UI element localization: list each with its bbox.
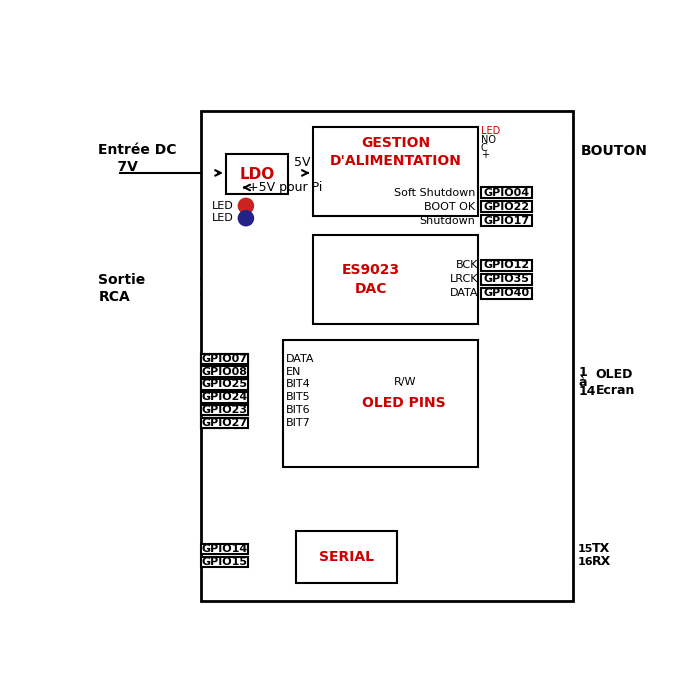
Text: GPIO04: GPIO04 [484,188,530,197]
Text: LDO: LDO [239,167,274,182]
Bar [202,392,248,402]
Text: LED: LED [212,214,234,223]
Text: DATA: DATA [286,354,314,363]
Bar [202,418,248,428]
Text: GPIO25: GPIO25 [202,379,248,389]
Text: GPIO15: GPIO15 [202,556,248,567]
Text: C: C [481,143,488,153]
Bar [481,260,533,271]
Text: R/W: R/W [394,377,416,387]
Text: OLED PINS: OLED PINS [362,396,446,410]
Text: GPIO08: GPIO08 [202,367,248,377]
Text: GPIO27: GPIO27 [202,419,248,428]
Bar [202,405,248,416]
Text: à: à [578,376,587,389]
Text: +5V pour Pi: +5V pour Pi [248,181,322,194]
Text: ES9023
DAC: ES9023 DAC [342,263,400,295]
Bar [202,556,248,567]
Bar [202,392,248,402]
Text: GPIO27: GPIO27 [202,419,248,428]
Text: TX: TX [592,542,610,555]
Text: EN: EN [286,367,301,377]
Text: GPIO22: GPIO22 [484,202,530,211]
Bar [202,544,248,554]
Text: GPIO23: GPIO23 [202,405,248,415]
Text: NO: NO [481,135,496,146]
Bar [202,366,248,377]
Text: 15: 15 [578,544,593,554]
Text: GPIO07: GPIO07 [202,354,248,363]
Text: BIT4: BIT4 [286,379,310,389]
Bar [481,187,533,198]
Bar [283,340,478,467]
Text: BOOT OK: BOOT OK [424,202,475,211]
Bar [481,215,533,226]
Text: BIT6: BIT6 [286,405,310,415]
Text: GPIO40: GPIO40 [484,288,530,298]
Bar [202,418,248,428]
Bar [202,366,248,377]
Bar [226,154,288,195]
Text: 16: 16 [578,556,593,567]
Bar [202,379,248,390]
Text: RX: RX [592,555,611,568]
Text: GPIO08: GPIO08 [202,367,248,377]
Text: GPIO25: GPIO25 [202,379,248,389]
Bar [481,201,533,212]
Text: BIT5: BIT5 [286,393,310,402]
Text: +: + [481,150,489,160]
Text: 14: 14 [578,385,596,398]
Bar [313,235,478,324]
Text: LED: LED [481,126,500,136]
Text: GESTION
D'ALIMENTATION: GESTION D'ALIMENTATION [330,136,461,168]
Bar [202,111,573,601]
Text: Shutdown: Shutdown [419,216,475,225]
Text: BOUTON: BOUTON [581,144,648,158]
Text: GPIO07: GPIO07 [202,354,248,363]
Bar [202,405,248,416]
Text: GPIO17: GPIO17 [484,216,530,225]
Text: Sortie
RCA: Sortie RCA [98,273,146,304]
Bar [202,379,248,390]
Bar [296,531,397,582]
Text: 5V: 5V [293,155,310,169]
Bar [202,354,248,364]
Text: BIT7: BIT7 [286,419,310,428]
Text: GPIO24: GPIO24 [202,393,248,402]
Bar [481,288,533,299]
Bar [202,354,248,364]
Circle shape [238,198,253,214]
Text: 1: 1 [578,366,587,379]
Text: SERIAL: SERIAL [319,550,374,564]
Text: GPIO12: GPIO12 [484,260,530,270]
Text: GPIO23: GPIO23 [202,405,248,415]
Text: Entrée DC
    7V: Entrée DC 7V [98,143,177,174]
Bar [481,274,533,285]
Text: OLED
Ecran: OLED Ecran [596,368,635,397]
Text: LRCK: LRCK [449,274,478,284]
Text: BCK: BCK [456,260,478,270]
Circle shape [238,211,253,226]
Text: GPIO14: GPIO14 [202,544,248,554]
Text: DATA: DATA [449,288,478,298]
Text: Soft Shutdown: Soft Shutdown [394,188,475,197]
Text: GPIO24: GPIO24 [202,393,248,402]
Bar [313,127,478,216]
Text: LED: LED [212,201,234,211]
Text: GPIO35: GPIO35 [484,274,529,284]
